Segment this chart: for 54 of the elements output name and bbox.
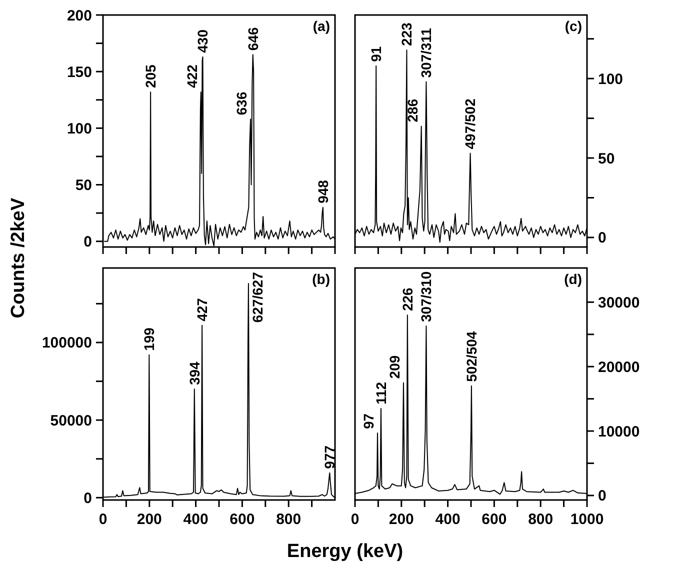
y-tick-label: 100: [598, 70, 624, 88]
annotation: 199: [141, 327, 158, 351]
annotation: 286: [404, 98, 420, 122]
x-tick-label: 400: [183, 511, 208, 528]
x-tick-label: 200: [388, 511, 414, 528]
y-tick-label: 100000: [42, 334, 92, 352]
annotation: (c): [564, 18, 582, 34]
y-tick-label: 0: [84, 234, 92, 251]
annotation: 205: [142, 64, 158, 88]
annotation: 502/504: [463, 331, 480, 382]
x-tick-label: 600: [230, 511, 255, 528]
y-tick-label: 30000: [598, 294, 640, 312]
annotation: 91: [368, 46, 384, 62]
annotation: (d): [564, 271, 582, 287]
x-axis-title: Energy (keV): [286, 541, 404, 562]
y-tick-label: 0: [598, 488, 606, 505]
annotation: 497/502: [462, 98, 478, 150]
x-tick-label: 0: [350, 511, 360, 528]
annotation: 394: [186, 361, 202, 386]
annotation: 948: [314, 180, 331, 204]
y-tick-label: 20000: [598, 358, 640, 376]
x-tick-label: 400: [435, 511, 460, 528]
annotation: 226: [399, 287, 416, 312]
annotation: 636: [233, 92, 250, 116]
x-tick-label: 800: [276, 511, 302, 528]
y-tick-label: 50000: [50, 412, 92, 430]
x-tick-label: 800: [528, 511, 554, 528]
y-tick-label: 50: [598, 150, 615, 168]
y-axis-title: Counts /2keV: [8, 197, 29, 318]
x-tick-label: 200: [136, 511, 162, 528]
annotation: 646: [244, 27, 261, 51]
x-tick-label: 1000: [570, 511, 604, 528]
annotation: 977: [322, 445, 338, 469]
annotation: (a): [312, 18, 330, 34]
annotation: 223: [398, 22, 415, 46]
x-tick-label: 0: [98, 511, 108, 528]
y-tick-label: 100: [66, 120, 92, 138]
annotation: 209: [386, 355, 402, 379]
annotation: 430: [194, 29, 211, 53]
annotation: 112: [372, 382, 389, 404]
annotation: 422: [184, 64, 200, 88]
y-tick-label: 0: [84, 490, 92, 507]
x-tick-label: 600: [482, 511, 507, 528]
y-tick-label: 50: [75, 177, 92, 194]
annotation: 307/310: [418, 271, 434, 322]
annotation: 627/627: [249, 272, 266, 323]
annotation: (b): [312, 271, 330, 287]
y-tick-label: 0: [598, 230, 606, 247]
annotation: 307/311: [418, 28, 434, 78]
annotation: 97: [360, 413, 376, 429]
y-tick-label: 150: [66, 64, 92, 81]
annotation: 427: [194, 298, 210, 322]
y-tick-label: 10000: [598, 423, 640, 440]
y-tick-label: 200: [66, 7, 92, 24]
